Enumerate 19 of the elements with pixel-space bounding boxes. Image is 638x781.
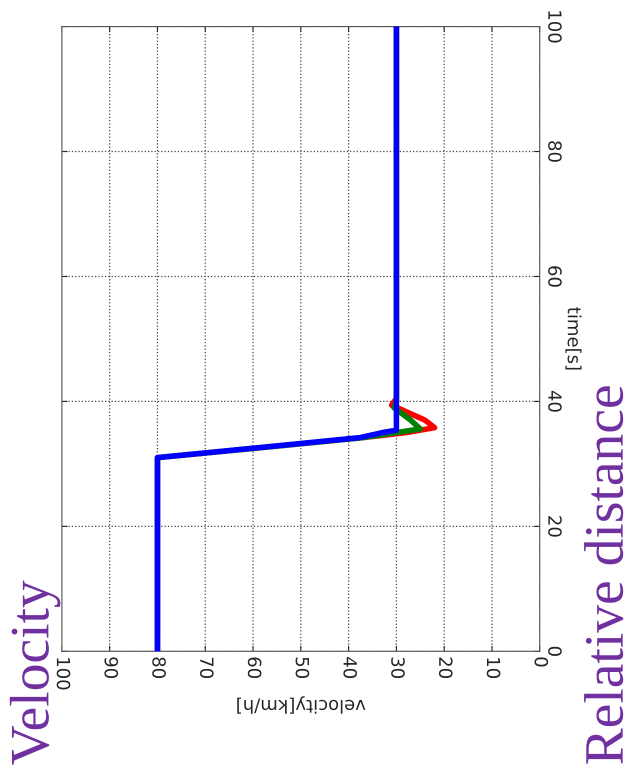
text: Relative distance (584, 386, 624, 764)
x-tick-label: 50 (296, 658, 310, 678)
y-tick-label: 40 (548, 390, 562, 412)
x-tick-label: 40 (343, 657, 358, 678)
x-tick-label: 20 (438, 658, 453, 678)
y-tick-label: 0 (548, 646, 562, 656)
y-tick-label: 20 (548, 516, 562, 537)
x-axis-title: velocity[km/h] (237, 696, 366, 714)
x-tick-label: 80 (152, 657, 166, 678)
y-tick-label: 80 (548, 141, 562, 162)
x-tick-label: 90 (104, 657, 118, 678)
x-tick-label: 10 (486, 658, 500, 678)
y-tick-label: 100 (548, 11, 562, 43)
x-tick-label: 60 (248, 657, 262, 678)
y-axis-title: time[s] (565, 307, 582, 370)
y-tick-label: 60 (548, 266, 562, 287)
x-tick-label: 30 (391, 658, 405, 678)
x-tick-label: 70 (200, 658, 214, 678)
x-tick-label: 0 (534, 657, 548, 667)
